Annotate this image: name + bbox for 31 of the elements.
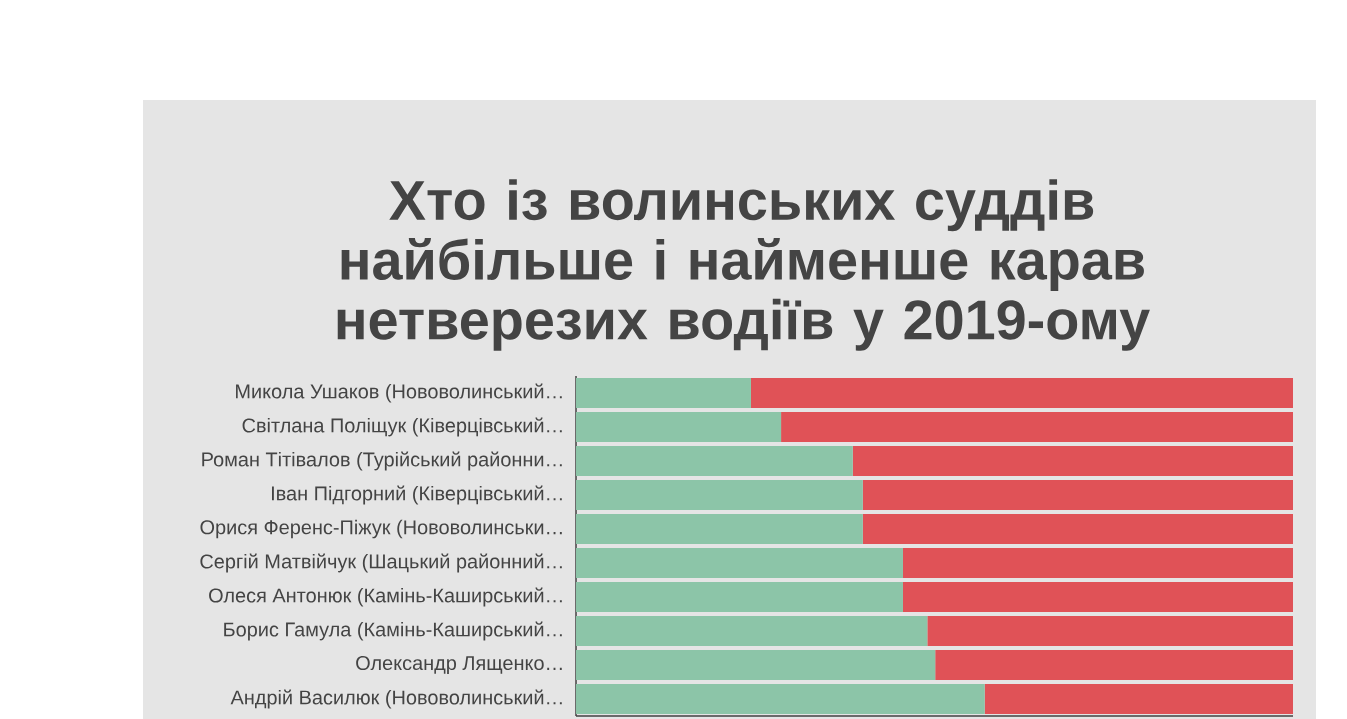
y-tick-label: Микола Ушаков (Нововолинський… (236, 383, 562, 403)
y-tick-label: Роман Тітівалов (Турійський районни… (202, 451, 562, 471)
bar (576, 616, 928, 647)
bar (935, 650, 1294, 681)
y-tick-label: Андрій Василюк (Нововолинський… (230, 689, 562, 709)
bar (862, 480, 1294, 510)
bar (927, 616, 1294, 647)
bar (576, 377, 751, 408)
bar (862, 514, 1294, 544)
bar (576, 446, 853, 476)
y-tick-label: Світлана Поліщук (Ківерцівський… (242, 417, 562, 437)
bar (576, 650, 936, 681)
bar (576, 480, 863, 510)
bar (576, 684, 985, 715)
bar (576, 411, 782, 442)
bar (781, 411, 1294, 442)
chart-title: Хто із волинських суддів найбільше і найменше карав нетверезих водіїв у 2019-ому (337, 179, 1150, 351)
bar (576, 548, 903, 578)
y-tick-label: Сергій Матвійчук (Шацький районний… (200, 553, 562, 573)
y-tick-label: Борис Гамула (Камінь-Каширський… (224, 621, 562, 641)
y-tick-label: Олеся Антонюк (Камінь-Каширський… (209, 587, 562, 607)
y-tick-label: Орися Ференс-Піжук (Нововолинськи… (200, 519, 562, 539)
bar (576, 514, 863, 544)
y-tick-label: Іван Підгорний (Ківерцівський… (272, 485, 562, 505)
y-tick-label: Олександр Лященко… (356, 655, 562, 675)
bar (902, 548, 1294, 578)
bar (852, 446, 1294, 476)
bar (576, 582, 903, 612)
bar (984, 684, 1294, 715)
bar (750, 377, 1294, 408)
bar (902, 582, 1294, 612)
